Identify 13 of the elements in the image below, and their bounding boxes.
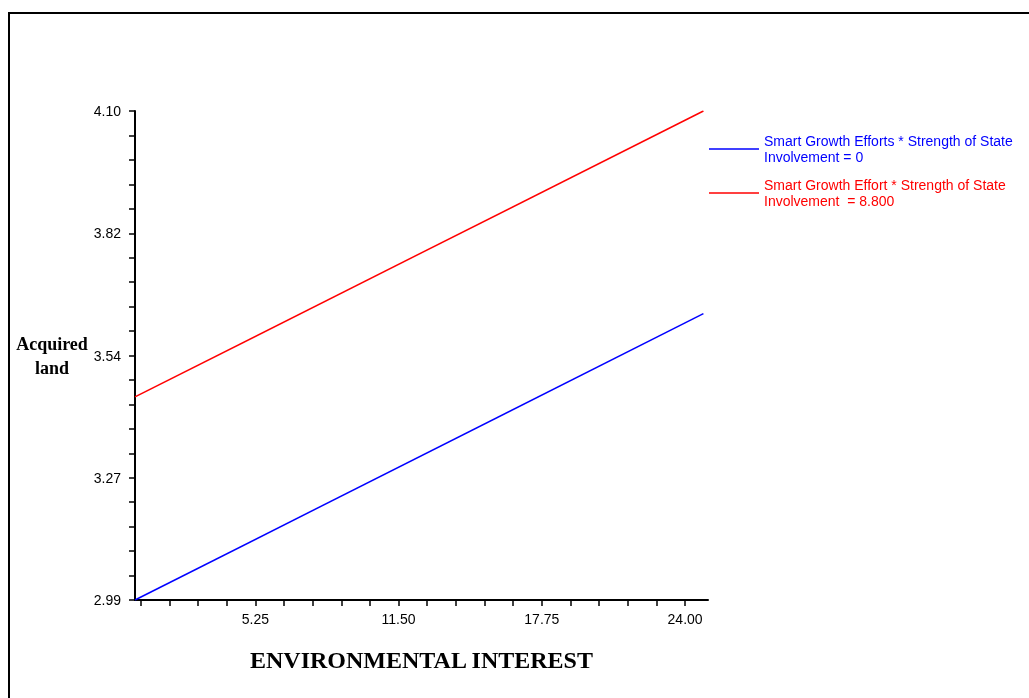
y-tick-label: 3.54 — [93, 347, 122, 364]
y-tick-label: 3.82 — [93, 225, 122, 242]
x-axis-title: ENVIRONMENTAL INTEREST — [250, 647, 593, 673]
x-tick-label: 11.50 — [381, 611, 416, 627]
y-tick-label: 2.99 — [93, 592, 122, 608]
x-tick-label: 5.25 — [241, 611, 270, 627]
x-tick-label: 24.00 — [667, 611, 703, 627]
y-tick-label: 3.27 — [93, 469, 122, 486]
y-axis-title: Acquired land — [16, 333, 88, 378]
legend-label: Smart Growth Efforts * Strength of State Involvement = 0 — [764, 133, 1017, 165]
legend-label: Smart Growth Effort * Strength of State Involvement = 8.800 — [764, 177, 1010, 209]
y-tick-label: 4.10 — [93, 103, 122, 119]
x-tick-label: 17.75 — [524, 611, 560, 627]
